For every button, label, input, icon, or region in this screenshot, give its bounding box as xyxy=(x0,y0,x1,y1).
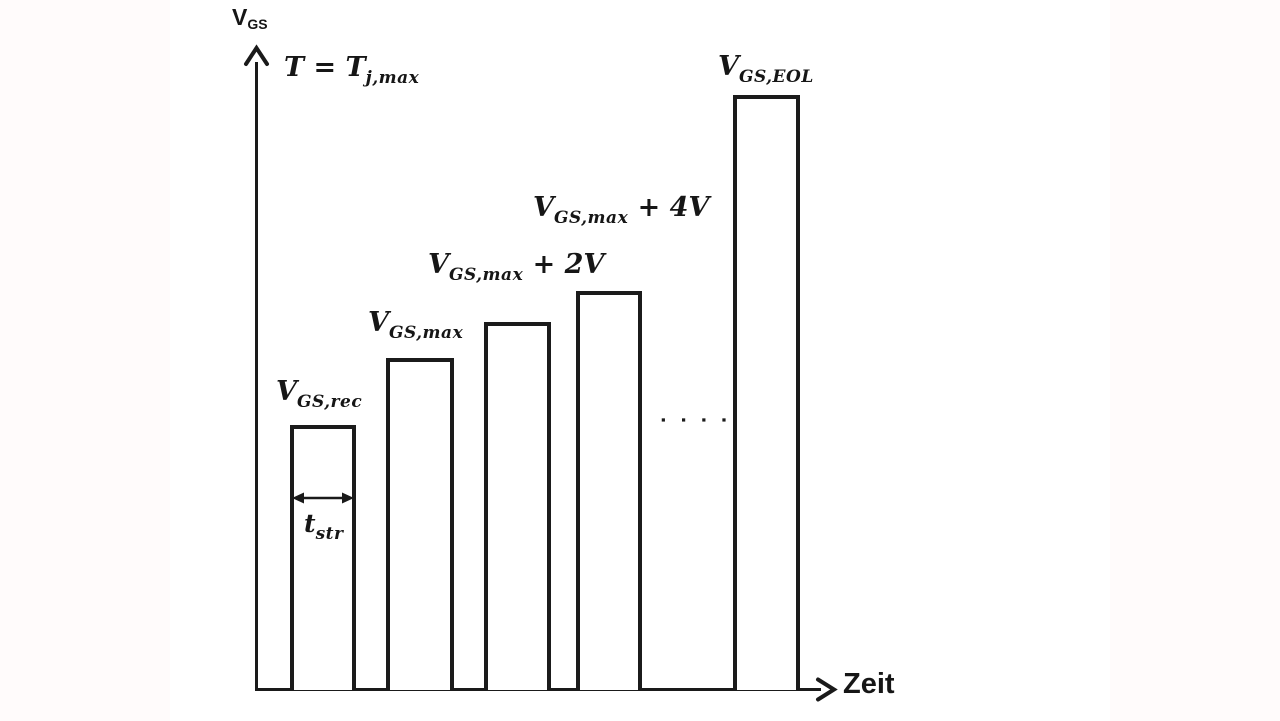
bar-label-vgs-max-2v: VGS,max + 2V xyxy=(428,251,604,284)
bar-vgs-max xyxy=(386,358,454,690)
label-main: t xyxy=(304,509,316,538)
bar-label-vgs-max-4v: VGS,max + 4V xyxy=(533,194,709,227)
stress-time-label: tstr xyxy=(304,511,343,543)
bar-label-vgs-rec: VGS,rec xyxy=(276,378,362,411)
y-axis-arrow-icon xyxy=(243,44,270,68)
bar-label-vgs-eol: VGS,EOL xyxy=(718,53,814,86)
label-main: V xyxy=(276,376,297,407)
label-main: V xyxy=(718,51,739,82)
y-axis-line xyxy=(255,62,258,690)
label-sub: str xyxy=(315,524,344,544)
label-sub: GS,EOL xyxy=(738,67,814,87)
label-main: V xyxy=(368,307,389,338)
label-sub: GS,max xyxy=(553,208,629,228)
label-suffix: + 4V xyxy=(628,192,710,223)
temperature-condition-label: T = Tj,max xyxy=(284,54,419,87)
y-axis-label-sub: GS xyxy=(247,16,268,32)
y-axis-label: VGS xyxy=(232,4,268,32)
label-main: V xyxy=(428,249,449,280)
label-sub: GS,rec xyxy=(296,392,363,412)
bar-vgs-rec xyxy=(290,425,356,690)
bar-vgs-max-4v xyxy=(576,291,642,690)
label-main: V xyxy=(533,192,554,223)
x-axis-label: Zeit xyxy=(843,668,895,700)
bar-label-vgs-max: VGS,max xyxy=(368,309,463,342)
y-axis-label-main: V xyxy=(232,4,248,30)
label-sub: GS,max xyxy=(448,265,524,285)
ellipsis-dots: ▪ ▪ ▪ ▪ xyxy=(661,412,733,427)
stress-time-arrow-icon xyxy=(291,489,355,507)
label-suffix: + 2V xyxy=(523,249,605,280)
bar-vgs-max-2v xyxy=(484,322,551,690)
bar-vgs-eol xyxy=(733,95,800,690)
x-axis-arrow-icon xyxy=(814,677,838,702)
label-sub: GS,max xyxy=(388,323,464,343)
condition-pre: T = T xyxy=(284,52,366,83)
condition-sub: j,max xyxy=(365,68,420,88)
